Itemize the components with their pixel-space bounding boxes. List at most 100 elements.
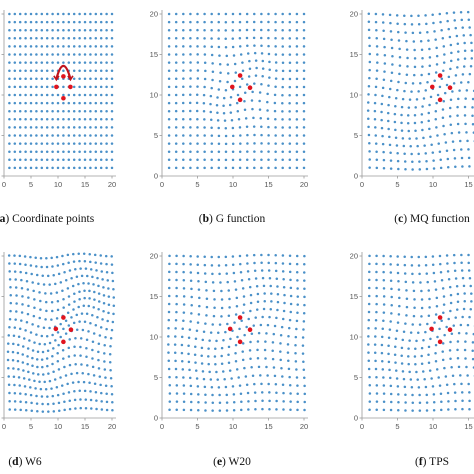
grid-point	[80, 312, 84, 315]
grid-point	[29, 93, 33, 97]
grid-point	[266, 117, 270, 121]
grid-point	[111, 320, 115, 324]
grid-point	[62, 53, 65, 56]
grid-point	[256, 308, 259, 311]
control-point	[437, 73, 443, 78]
grid-point	[462, 307, 466, 311]
grid-point	[29, 69, 33, 72]
grid-point	[409, 145, 412, 148]
grid-point	[100, 400, 103, 403]
grid-point	[302, 126, 306, 129]
grid-point	[274, 28, 277, 32]
grid-point	[466, 10, 470, 14]
grid-point	[62, 142, 65, 145]
grid-point	[89, 150, 92, 153]
grid-point	[405, 314, 408, 317]
grid-point	[18, 12, 22, 16]
grid-point	[23, 255, 27, 258]
grid-point	[203, 150, 206, 153]
grid-point	[368, 384, 372, 387]
grid-point	[302, 45, 306, 48]
grid-point	[260, 269, 264, 272]
grid-point	[207, 362, 210, 366]
grid-point	[47, 410, 50, 413]
grid-point	[410, 385, 414, 389]
grid-point	[17, 368, 20, 371]
grid-point	[220, 315, 223, 318]
grid-point	[240, 77, 244, 81]
grid-point	[239, 134, 242, 137]
grid-point	[211, 401, 215, 405]
grid-point	[303, 392, 307, 396]
grid-point	[428, 47, 431, 51]
grid-point	[421, 56, 424, 60]
grid-point	[367, 101, 370, 104]
grid-point	[288, 142, 292, 145]
grid-point	[229, 111, 233, 114]
grid-point	[467, 80, 470, 84]
grid-point	[105, 77, 108, 81]
grid-point	[240, 400, 243, 404]
grid-point	[189, 134, 192, 137]
grid-point	[368, 375, 371, 379]
grid-point	[425, 409, 429, 412]
grid-point	[367, 278, 371, 282]
grid-point	[424, 263, 428, 267]
grid-point	[468, 391, 471, 394]
grid-point	[232, 401, 236, 404]
grid-point	[211, 78, 214, 82]
grid-point	[24, 409, 28, 412]
grid-point	[18, 109, 22, 113]
grid-point	[224, 330, 227, 334]
grid-point	[196, 321, 200, 324]
grid-point	[40, 12, 44, 16]
grid-point	[281, 20, 284, 24]
grid-point	[203, 12, 206, 16]
grid-point	[72, 252, 75, 256]
grid-point	[267, 142, 270, 145]
grid-point	[375, 254, 378, 258]
grid-point	[168, 400, 172, 403]
grid-point	[470, 41, 473, 45]
grid-point	[268, 407, 271, 411]
grid-point	[9, 301, 13, 305]
grid-point	[182, 12, 185, 16]
grid-point	[167, 109, 171, 113]
grid-point	[234, 360, 238, 363]
grid-point	[246, 44, 249, 48]
grid-point	[29, 85, 33, 89]
panel-caption: (e) W20	[213, 456, 251, 468]
grid-point	[231, 45, 235, 49]
grid-point	[374, 335, 377, 338]
grid-point	[267, 12, 270, 16]
grid-point	[29, 386, 32, 389]
grid-point	[231, 134, 235, 138]
grid-point	[56, 12, 60, 16]
grid-point	[94, 150, 98, 153]
grid-point	[234, 71, 238, 74]
grid-point	[7, 375, 10, 378]
grid-point	[13, 408, 17, 411]
grid-point	[260, 52, 264, 55]
grid-point	[367, 302, 371, 306]
grid-point	[431, 263, 435, 266]
grid-point	[255, 285, 259, 288]
grid-point	[51, 69, 54, 72]
grid-point	[100, 391, 103, 395]
grid-point	[420, 48, 424, 52]
grid-point	[18, 384, 21, 387]
grid-point	[167, 118, 171, 121]
grid-point	[31, 349, 35, 352]
grid-point	[100, 270, 104, 273]
y-tick-label: 15	[150, 50, 158, 59]
x-tick-label: 15	[464, 422, 472, 431]
grid-point	[48, 326, 51, 330]
y-tick-label: 5	[154, 373, 158, 382]
grid-point	[432, 21, 435, 25]
grid-point	[40, 395, 44, 398]
grid-point	[39, 256, 43, 260]
grid-point	[261, 399, 264, 403]
grid-point	[220, 306, 224, 310]
displacement-arc	[55, 64, 72, 80]
grid-point	[86, 364, 89, 367]
